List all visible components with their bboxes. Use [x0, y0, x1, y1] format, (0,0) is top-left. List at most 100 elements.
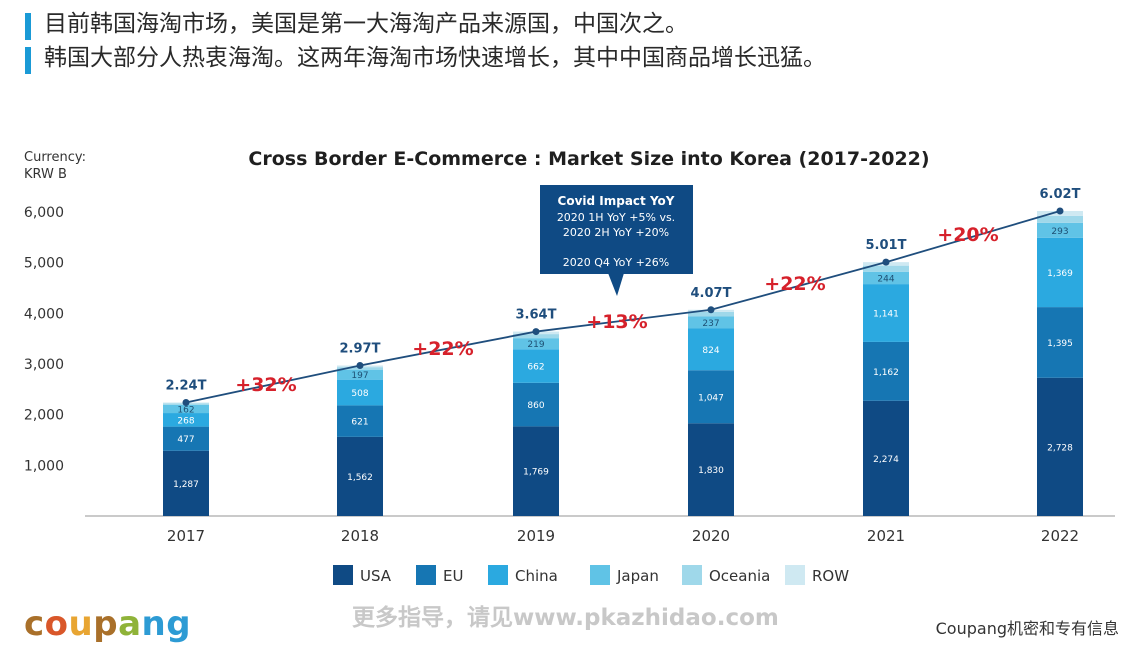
bar-segment-japan [1037, 222, 1083, 238]
total-marker [182, 399, 190, 407]
bar-segment-eu [1037, 307, 1083, 378]
segment-value-label: 2,274 [873, 455, 899, 465]
x-tick-label: 2020 [692, 527, 730, 545]
segment-value-label: 860 [527, 401, 544, 411]
y-tick-label: 2,000 [24, 408, 64, 424]
legend-label: EU [443, 567, 463, 585]
x-tick-label: 2018 [341, 527, 379, 545]
segment-value-label: 621 [351, 418, 368, 428]
segment-value-label: 293 [1051, 227, 1068, 237]
legend-swatch-row [785, 565, 805, 585]
x-tick-label: 2021 [867, 527, 905, 545]
callout-pointer [608, 273, 624, 296]
total-marker [356, 362, 364, 370]
legend-label: ROW [812, 567, 849, 585]
bar-segment-japan [513, 338, 559, 350]
total-marker [1056, 207, 1064, 215]
legend-swatch-eu [416, 565, 436, 585]
segment-value-label: 1,395 [1047, 339, 1073, 349]
growth-label: +20% [937, 224, 998, 246]
bar-segment-usa [1037, 377, 1083, 516]
segment-value-label: 1,287 [173, 480, 199, 490]
segment-value-label: 477 [177, 435, 194, 445]
bar-segment-china [863, 284, 909, 342]
accent-bar [25, 13, 31, 40]
bar-segment-china [1037, 237, 1083, 308]
segment-value-label: 1,562 [347, 473, 373, 483]
bar-segment-eu [337, 405, 383, 437]
y-tick-label: 4,000 [24, 306, 64, 322]
total-marker [882, 258, 890, 266]
legend-label: Oceania [709, 567, 770, 585]
total-label: 2.24T [166, 379, 207, 394]
total-label: 3.64T [516, 308, 557, 323]
segment-value-label: 2,728 [1047, 443, 1073, 453]
headline-text-1: 目前韩国海淘市场，美国是第一大海淘产品来源国，中国次之。 [44, 11, 688, 37]
total-label: 5.01T [866, 238, 907, 253]
bar-segment-japan [688, 316, 734, 329]
bar-segment-eu [163, 426, 209, 451]
segment-value-label: 1,830 [698, 466, 724, 476]
legend-label: USA [360, 567, 392, 585]
trend-line [185, 210, 1061, 404]
market-size-chart: Cross Border E-Commerce : Market Size in… [24, 148, 1115, 585]
legend-label: China [515, 567, 558, 585]
segment-value-label: 1,369 [1047, 269, 1073, 279]
segment-value-label: 268 [177, 416, 194, 426]
bar-segment-china [688, 328, 734, 371]
callout-title: Covid Impact YoY [558, 194, 675, 208]
bar-segment-japan [863, 271, 909, 285]
bar-segment-oceania [863, 265, 909, 272]
bar-segment-usa [163, 450, 209, 516]
x-tick-label: 2017 [167, 527, 205, 545]
confidential-note: Coupang机密和专有信息 [935, 619, 1119, 638]
total-label: 6.02T [1040, 187, 1081, 202]
total-label: 4.07T [691, 286, 732, 301]
segment-value-label: 824 [702, 346, 719, 356]
y-tick-label: 6,000 [24, 205, 64, 221]
total-marker [707, 306, 715, 314]
accent-bar [25, 47, 31, 74]
bar-segment-usa [513, 426, 559, 516]
legend-swatch-oceania [682, 565, 702, 585]
x-tick-label: 2019 [517, 527, 555, 545]
segment-value-label: 1,162 [873, 368, 899, 378]
growth-label: +32% [235, 374, 296, 396]
currency-label: Currency: [24, 150, 86, 165]
callout-box [540, 185, 693, 274]
headline: 目前韩国海淘市场，美国是第一大海淘产品来源国，中国次之。 韩国大部分人热衷海淘。… [0, 8, 1135, 76]
bar-segment-japan [337, 369, 383, 380]
growth-label: +22% [764, 273, 825, 295]
segment-value-label: 244 [877, 274, 894, 284]
bar-segment-usa [863, 400, 909, 516]
callout-line: 2020 2H YoY +20% [563, 226, 669, 239]
bar-segment-oceania [688, 311, 734, 317]
growth-label: +22% [412, 338, 473, 360]
bar-segment-usa [688, 423, 734, 516]
segment-value-label: 508 [351, 389, 368, 399]
segment-value-label: 1,047 [698, 393, 724, 403]
segment-value-label: 197 [351, 371, 368, 381]
segment-value-label: 162 [177, 405, 194, 415]
bar-segment-eu [688, 370, 734, 424]
segment-value-label: 219 [527, 340, 544, 350]
currency-unit: KRW B [24, 167, 67, 182]
legend-swatch-china [488, 565, 508, 585]
y-tick-label: 3,000 [24, 357, 64, 373]
headline-line-2: 韩国大部分人热衷海淘。这两年海淘市场快速增长，其中中国商品增长迅猛。 [0, 42, 1135, 76]
total-marker [532, 328, 540, 336]
bar-segment-china [163, 413, 209, 427]
bar-segment-eu [513, 382, 559, 427]
bar-segment-usa [337, 436, 383, 516]
coupang-logo: coupang [24, 604, 192, 644]
headline-text-2: 韩国大部分人热衷海淘。这两年海淘市场快速增长，其中中国商品增长迅猛。 [44, 45, 826, 71]
bar-segment-china [513, 349, 559, 383]
watermark: 更多指导，请见www.pkazhidao.com [352, 605, 779, 631]
callout-line: 2020 Q4 YoY +26% [563, 256, 670, 269]
y-tick-label: 1,000 [24, 458, 64, 474]
bar-segment-oceania [513, 334, 559, 339]
chart-title: Cross Border E-Commerce : Market Size in… [248, 148, 929, 170]
callout-line: 2020 1H YoY +5% vs. [557, 211, 675, 224]
legend-swatch-usa [333, 565, 353, 585]
segment-value-label: 1,141 [873, 310, 899, 320]
